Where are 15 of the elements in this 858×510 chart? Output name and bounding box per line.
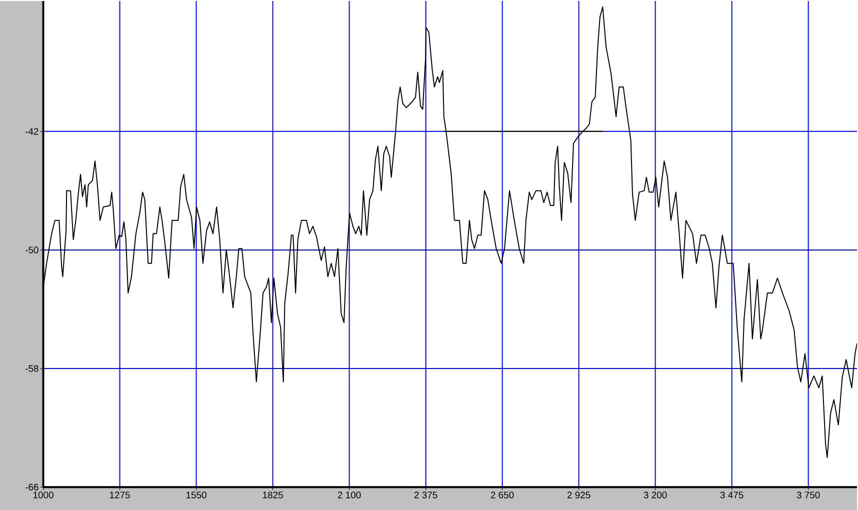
y-tick-label: -66 <box>26 484 38 490</box>
x-tick-label: 1000 <box>33 491 54 498</box>
x-tick-label: 2 375 <box>414 491 438 498</box>
x-tick-label: 1550 <box>186 491 206 498</box>
y-tick-label: -50 <box>26 246 38 254</box>
y-tick-label: -42 <box>26 128 38 135</box>
x-tick-label: 2 650 <box>490 491 514 498</box>
y-tick-label: -58 <box>26 365 38 372</box>
x-tick-label: 1825 <box>262 491 283 498</box>
x-tick-label: 3 750 <box>796 491 820 498</box>
x-tick-label: 3 475 <box>720 491 744 498</box>
x-tick-label: 3 200 <box>644 491 667 498</box>
x-tick-label: 2 925 <box>567 491 590 498</box>
x-tick-label: 2 100 <box>338 491 361 498</box>
x-tick-label: 1275 <box>110 491 130 498</box>
